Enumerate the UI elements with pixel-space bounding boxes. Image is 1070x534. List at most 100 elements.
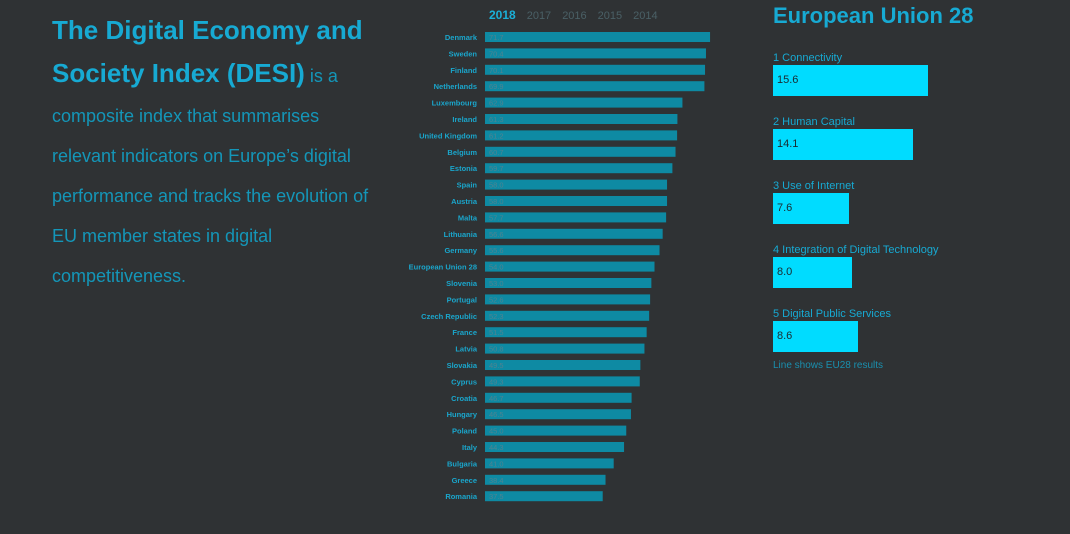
country-bar[interactable]: [485, 409, 631, 420]
dimension-bar: 14.1: [773, 129, 914, 160]
country-bar[interactable]: [485, 294, 651, 305]
country-label: Belgium: [447, 148, 477, 157]
dimension-bar: 8.0: [773, 257, 853, 288]
value-label: 49.3: [489, 377, 504, 386]
year-tab-2016[interactable]: 2016: [562, 10, 587, 22]
country-label: Denmark: [445, 33, 478, 42]
country-bar[interactable]: [485, 146, 676, 157]
dimension-connectivity[interactable]: 1 Connectivity 15.6: [773, 52, 939, 116]
country-bar[interactable]: [485, 81, 705, 92]
value-label: 49.5: [489, 361, 504, 370]
country-bar[interactable]: [485, 196, 668, 206]
country-label: Spain: [457, 181, 478, 190]
dimension-label: 2 Human Capital: [773, 116, 855, 128]
country-bar[interactable]: [485, 130, 678, 141]
intro-text: The Digital Economy and Society Index (D…: [52, 10, 372, 296]
country-bar[interactable]: [485, 212, 667, 223]
country-label: Poland: [452, 427, 477, 436]
dimension-label: 5 Digital Public Services: [773, 308, 891, 320]
country-label: Portugal: [447, 295, 477, 304]
dimension-bar: 7.6: [773, 193, 849, 224]
value-label: 55.6: [489, 246, 504, 255]
value-label: 44.3: [489, 443, 504, 452]
country-label: Czech Republic: [421, 312, 477, 321]
country-bar[interactable]: [485, 474, 606, 485]
country-bar[interactable]: [485, 97, 683, 108]
year-tab-2017[interactable]: 2017: [526, 10, 552, 22]
value-label: 56.6: [489, 230, 504, 239]
country-label: Luxembourg: [432, 99, 478, 108]
country-label: Netherlands: [434, 82, 477, 91]
value-label: 46.7: [489, 394, 504, 403]
country-bar[interactable]: [485, 491, 603, 502]
dimension-label: 3 Use of Internet: [773, 180, 855, 192]
country-label: Cyprus: [451, 377, 477, 386]
value-label: 57.7: [489, 213, 504, 222]
country-bar[interactable]: [485, 261, 655, 272]
country-bar[interactable]: [485, 310, 650, 321]
country-bar[interactable]: [485, 228, 663, 239]
country-label: Malta: [458, 213, 478, 222]
country-bar[interactable]: [485, 32, 711, 42]
country-bar[interactable]: [485, 327, 647, 338]
value-label: 37.5: [489, 492, 504, 501]
value-label: 41.0: [489, 459, 504, 468]
year-selector: 2018 2017 2016 2015 2014: [489, 7, 669, 24]
dimension-use-of-internet[interactable]: 3 Use of Internet 7.6: [773, 180, 939, 244]
value-label: 61.2: [489, 131, 504, 140]
country-label: Greece: [452, 476, 477, 485]
dimension-digital-technology[interactable]: 4 Integration of Digital Technology 8.0: [773, 244, 939, 308]
value-label: 50.8: [489, 345, 504, 354]
country-bar[interactable]: [485, 163, 673, 174]
country-label: United Kingdom: [419, 131, 477, 140]
country-label: Finland: [450, 66, 477, 75]
country-bar[interactable]: [485, 64, 706, 75]
value-label: 62.9: [489, 99, 504, 108]
value-label: 51.5: [489, 328, 504, 337]
country-label: Italy: [462, 443, 478, 452]
country-bar[interactable]: [485, 179, 668, 190]
country-bar[interactable]: [485, 48, 706, 59]
desi-title: The Digital Economy and Society Index (D…: [52, 15, 363, 88]
country-label: Ireland: [452, 115, 477, 124]
country-label: Austria: [451, 197, 478, 206]
year-tab-2015[interactable]: 2015: [597, 10, 623, 22]
country-label: France: [452, 328, 477, 337]
country-bar[interactable]: [485, 392, 632, 403]
country-label: Lithuania: [444, 230, 478, 239]
country-bar[interactable]: [485, 442, 625, 452]
dimension-human-capital[interactable]: 2 Human Capital 14.1: [773, 116, 939, 180]
dimension-bar: 15.6: [773, 65, 928, 96]
country-label: Slovenia: [446, 279, 478, 288]
year-tab-2018[interactable]: 2018: [489, 8, 516, 22]
country-label: Sweden: [449, 49, 478, 58]
country-bar[interactable]: [485, 114, 678, 124]
desi-description: is a composite index that summarises rel…: [52, 66, 369, 286]
country-bar[interactable]: [485, 425, 627, 436]
country-bar[interactable]: [485, 343, 645, 354]
dimension-label: 1 Connectivity: [773, 52, 843, 64]
value-label: 59.7: [489, 164, 504, 173]
country-bar[interactable]: [485, 458, 614, 469]
desi-ranking-chart: Denmark 71.7 Sweden 70.4 Finland 70.1 Netherla…: [409, 32, 711, 502]
value-label: 45.0: [489, 427, 504, 436]
dimension-bar: 8.6: [773, 321, 859, 352]
country-label: Hungary: [447, 410, 478, 419]
value-label: 58.0: [489, 197, 504, 206]
country-bar[interactable]: [485, 278, 652, 288]
country-label: Germany: [444, 246, 477, 255]
dimension-label: 4 Integration of Digital Technology: [773, 244, 939, 256]
country-bar[interactable]: [485, 376, 640, 387]
value-label: 61.3: [489, 115, 504, 124]
value-label: 60.7: [489, 148, 504, 157]
value-label: 38.4: [489, 476, 504, 485]
value-label: 53.0: [489, 279, 504, 288]
value-label: 46.5: [489, 410, 504, 419]
year-tab-2014[interactable]: 2014: [633, 10, 658, 22]
country-label: Croatia: [451, 394, 478, 403]
value-label: 70.4: [489, 49, 504, 58]
country-bar[interactable]: [485, 245, 660, 256]
dimension-public-services[interactable]: 5 Digital Public Services 8.6: [773, 308, 939, 372]
country-bar[interactable]: [485, 360, 641, 370]
country-label: Romania: [445, 492, 478, 501]
